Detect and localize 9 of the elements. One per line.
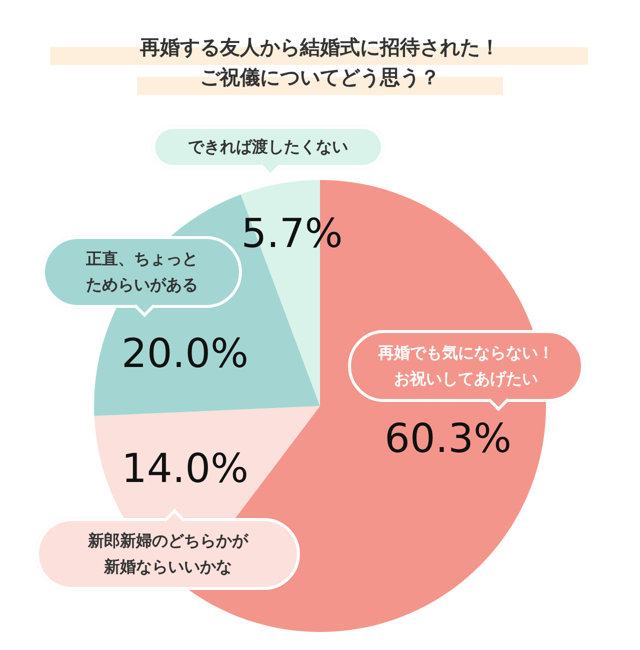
legend-label: 新郎新婦のどちらかが新婚ならいいかな: [88, 530, 248, 578]
slice-label: 再婚でも気にならない！お祝いしてあげたい: [378, 342, 554, 390]
data-label: 14.0%: [121, 446, 249, 492]
slice-label: できれば渡したくない: [188, 136, 348, 158]
chart-title: 再婚する友人から結婚式に招待された！ご祝儀についてどう思う？: [139, 35, 500, 89]
data-label: 20.0%: [121, 331, 249, 377]
data-label: 60.3%: [384, 416, 512, 462]
slice-label: 正直、ちょっとためらいがある: [86, 248, 198, 296]
data-label: 5.7%: [241, 211, 343, 257]
